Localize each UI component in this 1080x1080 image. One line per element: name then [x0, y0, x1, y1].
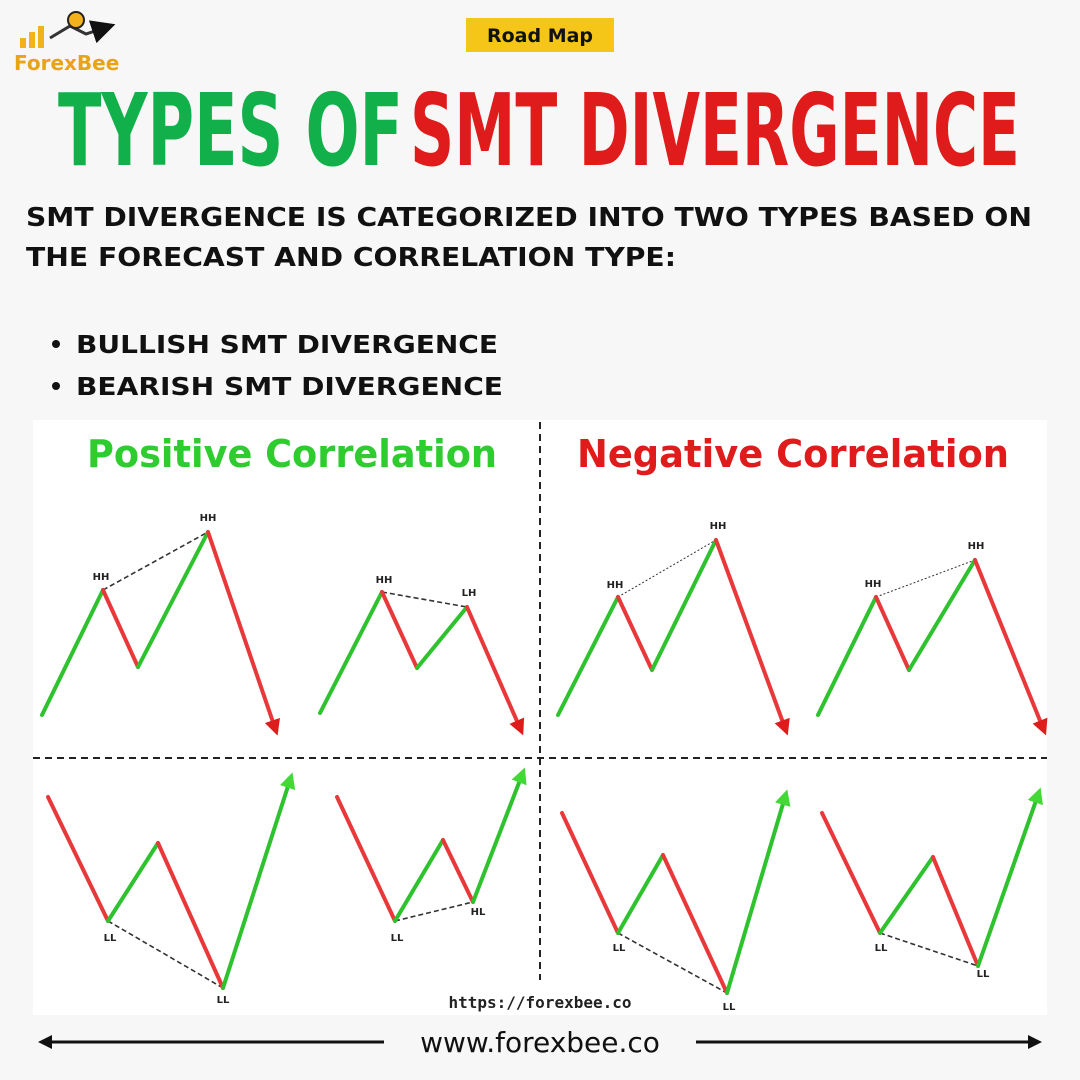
- price-leg: [156, 841, 225, 990]
- price-leg: [820, 811, 882, 935]
- price-leg: [415, 605, 469, 670]
- diagrams: HH HH HH LH HH HH HH HH LL LL LL HL LL LL LL LL: [40, 513, 1048, 1013]
- swing-label: LH: [462, 588, 477, 599]
- price-leg: [714, 538, 790, 736]
- price-leg: [221, 772, 296, 990]
- swing-label: HH: [607, 580, 624, 591]
- price-leg: [335, 795, 397, 923]
- price-leg: [907, 558, 977, 672]
- swing-label: LL: [104, 933, 117, 944]
- price-leg: [106, 841, 160, 923]
- price-leg: [40, 588, 105, 717]
- footer-arrow: [38, 1035, 52, 1049]
- footer-text: www.forexbee.co: [420, 1026, 660, 1059]
- price-leg: [973, 558, 1048, 736]
- badge-text: Road Map: [487, 25, 593, 47]
- price-leg: [931, 855, 980, 968]
- bullet-dot: [52, 382, 60, 390]
- bullet: BULLISH SMT DIVERGENCE: [76, 330, 498, 359]
- price-leg: [976, 787, 1043, 968]
- dashed-link: [617, 932, 728, 994]
- bullet-dot: [52, 340, 60, 348]
- dashed-link: [875, 559, 976, 598]
- price-leg: [616, 595, 654, 672]
- swing-label: HH: [865, 579, 882, 590]
- dashed-link: [879, 932, 979, 967]
- price-leg: [318, 590, 384, 715]
- price-leg: [206, 530, 280, 736]
- swing-label: HH: [376, 575, 393, 586]
- dashed-link: [107, 920, 224, 989]
- dashed-link: [102, 531, 209, 591]
- price-leg: [556, 595, 620, 717]
- swing-label: HH: [710, 521, 727, 532]
- dashed-link: [381, 591, 468, 608]
- price-leg: [874, 595, 911, 672]
- swing-label: LL: [875, 943, 888, 954]
- dashed-link: [617, 539, 717, 598]
- price-leg: [560, 811, 620, 935]
- swing-label: LL: [977, 969, 990, 980]
- panel-heading: Positive Correlation: [87, 432, 497, 476]
- intro-line: SMT DIVERGENCE IS CATEGORIZED INTO TWO T…: [26, 203, 1032, 233]
- logo-text: ForexBee: [14, 51, 119, 75]
- title-part2: SMT DIVERGENCE: [410, 72, 1020, 189]
- price-leg: [661, 853, 729, 995]
- price-leg: [471, 767, 527, 904]
- price-leg: [380, 590, 419, 670]
- price-leg: [878, 855, 935, 935]
- price-leg: [136, 530, 210, 669]
- price-leg: [465, 605, 525, 736]
- swing-label: HL: [471, 907, 486, 918]
- swing-label: LL: [613, 943, 626, 954]
- bullet: BEARISH SMT DIVERGENCE: [76, 372, 503, 401]
- price-leg: [725, 789, 791, 995]
- price-leg: [816, 595, 878, 717]
- swing-label: HH: [200, 513, 217, 524]
- badge: [466, 18, 614, 52]
- title-part1: TYPES OF: [58, 72, 403, 189]
- price-leg: [46, 795, 110, 923]
- dashed-link: [394, 901, 474, 922]
- intro-line: THE FORECAST AND CORRELATION TYPE:: [26, 243, 676, 273]
- swing-label: LL: [723, 1002, 736, 1013]
- footer-arrow: [1028, 1035, 1042, 1049]
- price-leg: [616, 853, 665, 935]
- price-leg: [441, 838, 475, 904]
- price-leg: [101, 588, 140, 669]
- price-leg: [393, 838, 445, 923]
- swing-label: HH: [968, 541, 985, 552]
- logo-icon: [20, 11, 116, 48]
- swing-label: LL: [217, 995, 230, 1006]
- panel-heading: Negative Correlation: [577, 432, 1009, 476]
- diagram-url: https://forexbee.co: [448, 993, 631, 1012]
- price-leg: [650, 538, 718, 672]
- swing-label: LL: [391, 933, 404, 944]
- swing-label: HH: [93, 572, 110, 583]
